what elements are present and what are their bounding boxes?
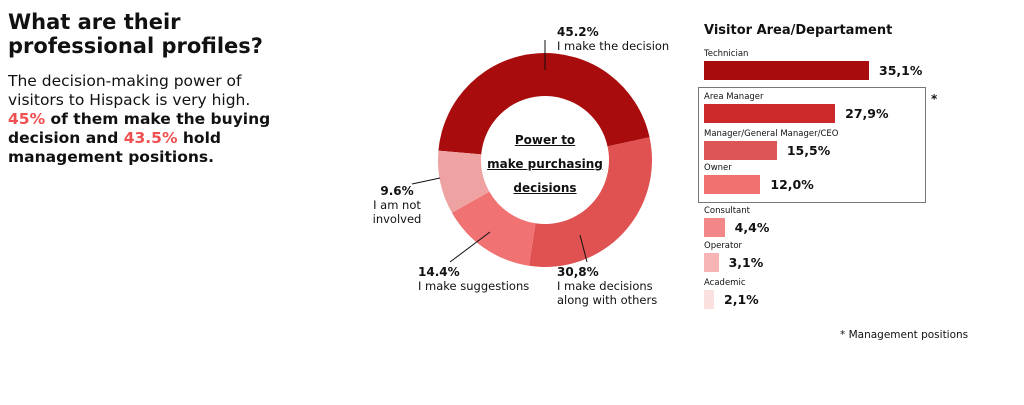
bar (704, 61, 869, 80)
leader-line (411, 177, 441, 185)
bar-value: 2,1% (724, 292, 759, 307)
bar-label: Area Manager (704, 92, 764, 102)
bar (704, 290, 714, 309)
bar (704, 175, 761, 194)
bar-label: Consultant (704, 206, 750, 216)
asterisk: * (931, 92, 938, 106)
page-title: What are their professional profiles? (8, 10, 263, 58)
donut-slice (437, 150, 490, 213)
slice-label-others: 30,8% I make decisions along with others (557, 265, 658, 307)
footnote: * Management positions (840, 329, 969, 341)
bar-label: Owner (704, 163, 732, 173)
bar-label: Manager/General Manager/CEO (704, 129, 839, 139)
donut-slice (528, 137, 652, 267)
slice-label-suggest: 14.4% I make suggestions (418, 265, 530, 293)
bar (704, 218, 725, 237)
bar-label: Academic (704, 278, 746, 288)
bar-value: 4,4% (734, 220, 770, 235)
bar-label: Technician (704, 49, 749, 59)
bar-label: Operator (704, 241, 743, 251)
donut-slice (438, 53, 650, 155)
donut-slice (451, 191, 536, 266)
bar (704, 104, 836, 123)
bar-value: 27,9% (845, 106, 889, 121)
management-box (698, 87, 926, 203)
bar-value: 12,0% (770, 177, 814, 192)
leader-line (449, 231, 491, 263)
intro-text: The decision-making power of visitors to… (8, 72, 271, 166)
bar (704, 141, 777, 160)
bar (704, 253, 719, 272)
bar-value: 3,1% (728, 255, 764, 270)
bar-chart-title: Visitor Area/Departament (704, 23, 893, 38)
slice-label-decide: 45.2% I make the decision (557, 25, 670, 53)
donut-title: Power to make purchasing decisions (487, 133, 603, 195)
bar-value: 35,1% (879, 63, 923, 78)
slice-label-notinvolved: 9.6% I am not involved (372, 184, 422, 226)
bar-value: 15,5% (786, 143, 831, 158)
leader-line (579, 234, 588, 263)
